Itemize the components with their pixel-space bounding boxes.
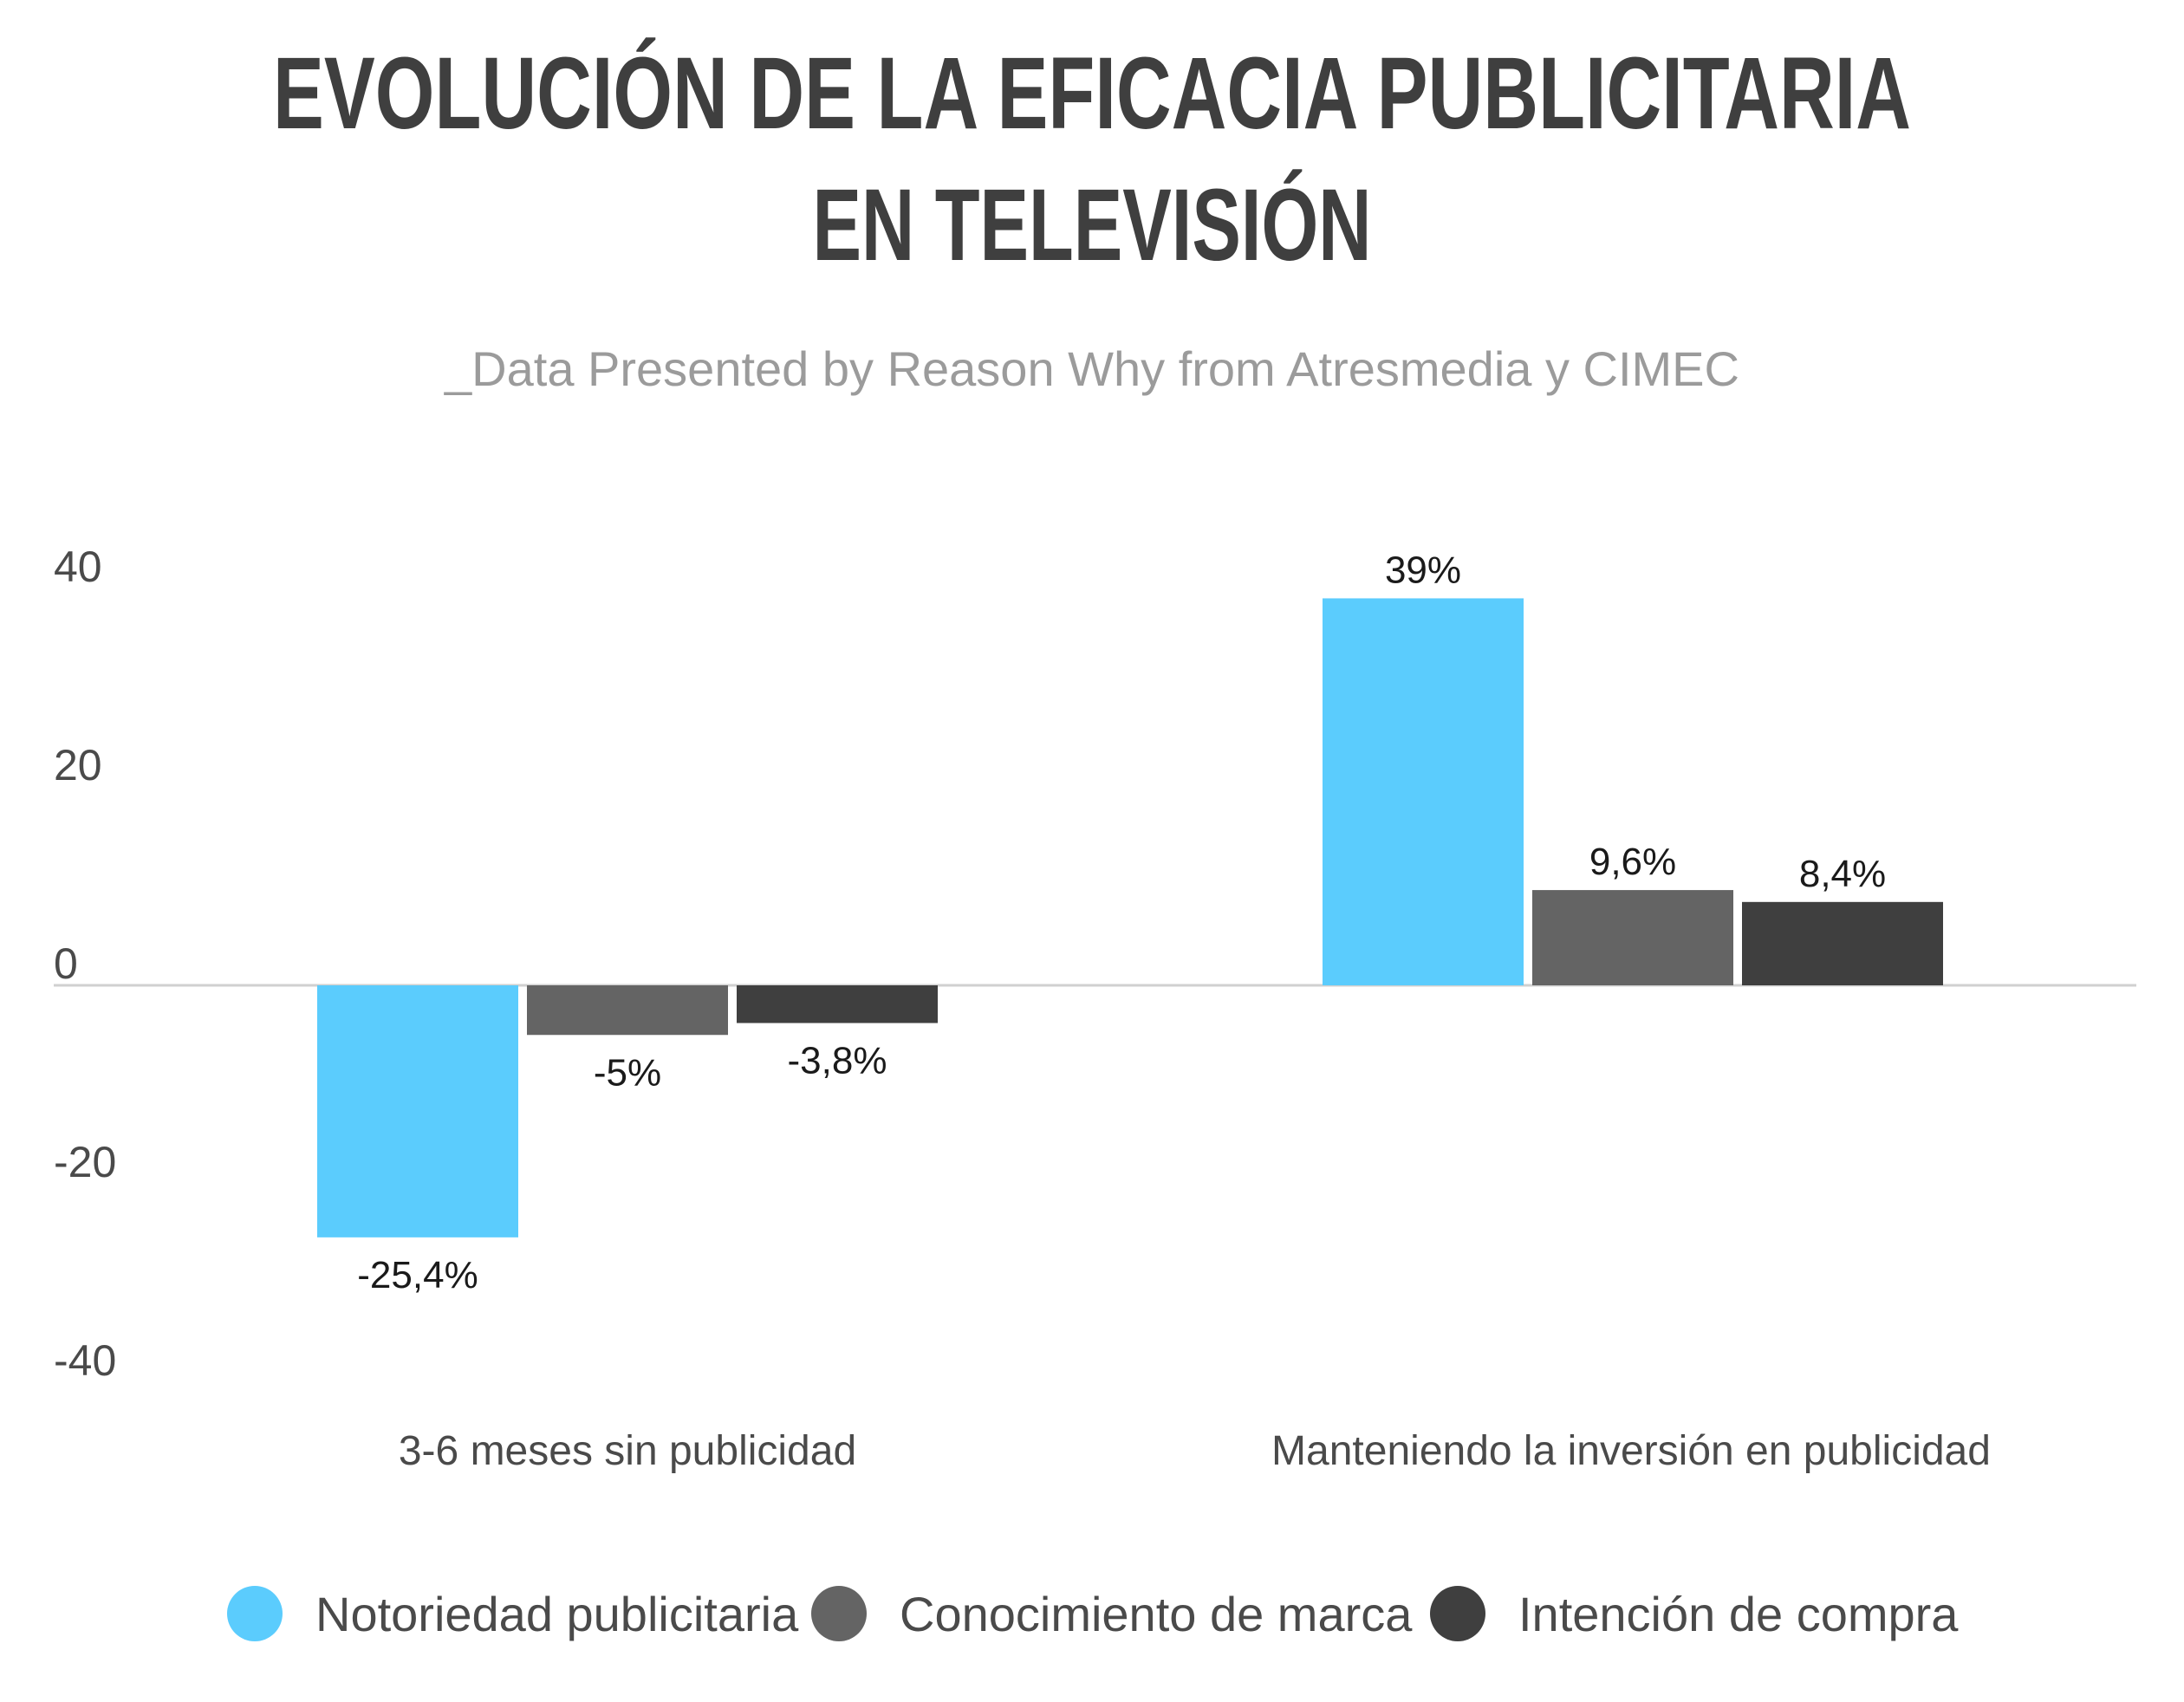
- legend: Notoriedad publicitaria Conocimiento de m…: [227, 1586, 1959, 1641]
- legend-entry: Conocimiento de marca: [900, 1587, 1413, 1641]
- data-label: -3,8%: [788, 1040, 887, 1082]
- data-label: -25,4%: [357, 1254, 478, 1296]
- data-label: 39%: [1385, 549, 1461, 591]
- legend-marker: [1430, 1586, 1485, 1641]
- chart-title-line-2: EN TELEVISIÓN: [813, 168, 1372, 283]
- bar: [737, 985, 938, 1023]
- legend-entry: Notoriedad publicitaria: [315, 1587, 799, 1641]
- data-label: 9,6%: [1589, 841, 1676, 883]
- x-category-label: 3-6 meses sin publicidad: [399, 1428, 856, 1474]
- bar: [1323, 598, 1524, 985]
- y-tick-label: -20: [54, 1138, 116, 1186]
- y-tick-label: 40: [54, 542, 102, 591]
- chart-title-line-1: EVOLUCIÓN DE LA EFICACIA PUBLICITARIA: [273, 36, 1911, 151]
- chart-subtitle: _Data Presented by Reason Why from Atres…: [444, 341, 1739, 396]
- legend-entry: Intención de compra: [1518, 1587, 1959, 1641]
- y-tick-label: -40: [54, 1336, 116, 1385]
- plot-area: 40 20 0 -20 -40 -25,4% -5% -3,8% 3-6 meses sin p…: [54, 542, 2136, 1474]
- bar: [1742, 901, 1943, 985]
- bar: [317, 985, 518, 1238]
- data-label: -5%: [594, 1051, 661, 1094]
- legend-marker: [811, 1586, 867, 1641]
- bar: [527, 985, 728, 1036]
- bar: [1532, 890, 1733, 985]
- legend-marker: [227, 1586, 283, 1641]
- x-category-label: Manteniendo la inversión en publicidad: [1271, 1428, 1991, 1474]
- y-tick-label: 20: [54, 741, 102, 789]
- y-tick-label: 0: [54, 939, 78, 988]
- data-label: 8,4%: [1799, 853, 1886, 895]
